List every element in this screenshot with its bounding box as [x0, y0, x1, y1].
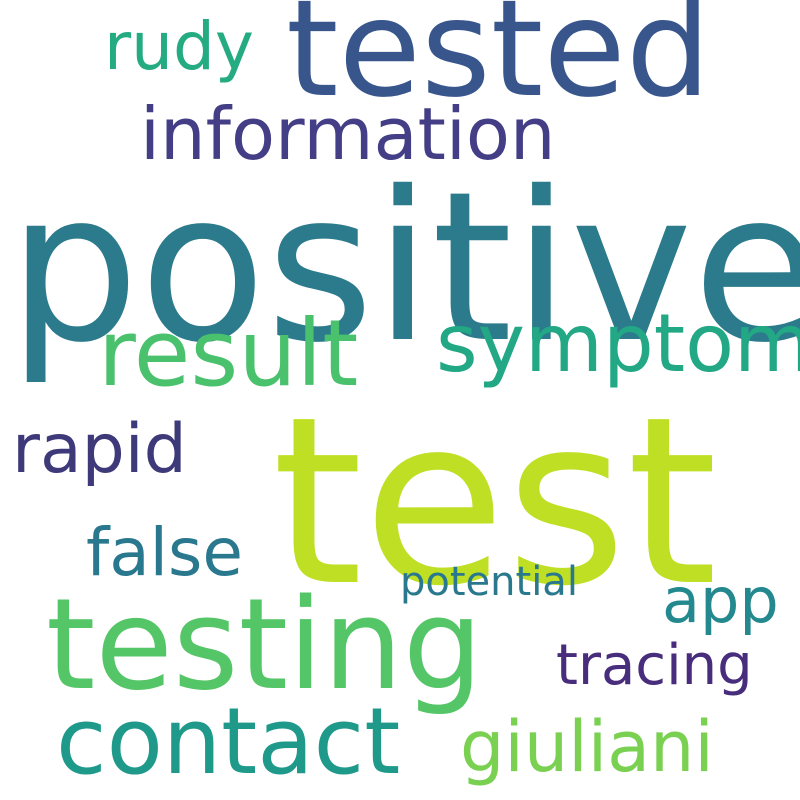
word-tracing: tracing — [556, 633, 753, 698]
word-false: false — [86, 514, 244, 591]
word-app: app — [662, 564, 779, 637]
word-giuliani: giuliani — [460, 706, 714, 788]
word-test: test — [272, 367, 718, 637]
word-tested: tested — [286, 0, 711, 127]
word-potential: potential — [400, 559, 578, 605]
word-positive: positive — [8, 147, 800, 388]
word-rapid: rapid — [12, 410, 187, 489]
word-symptom: symptom — [436, 297, 800, 390]
word-rudy: rudy — [104, 8, 254, 85]
word-contact: contact — [56, 688, 401, 795]
word-result: result — [98, 300, 359, 407]
word-information: information — [140, 92, 556, 176]
word-testing: testing — [46, 571, 483, 718]
